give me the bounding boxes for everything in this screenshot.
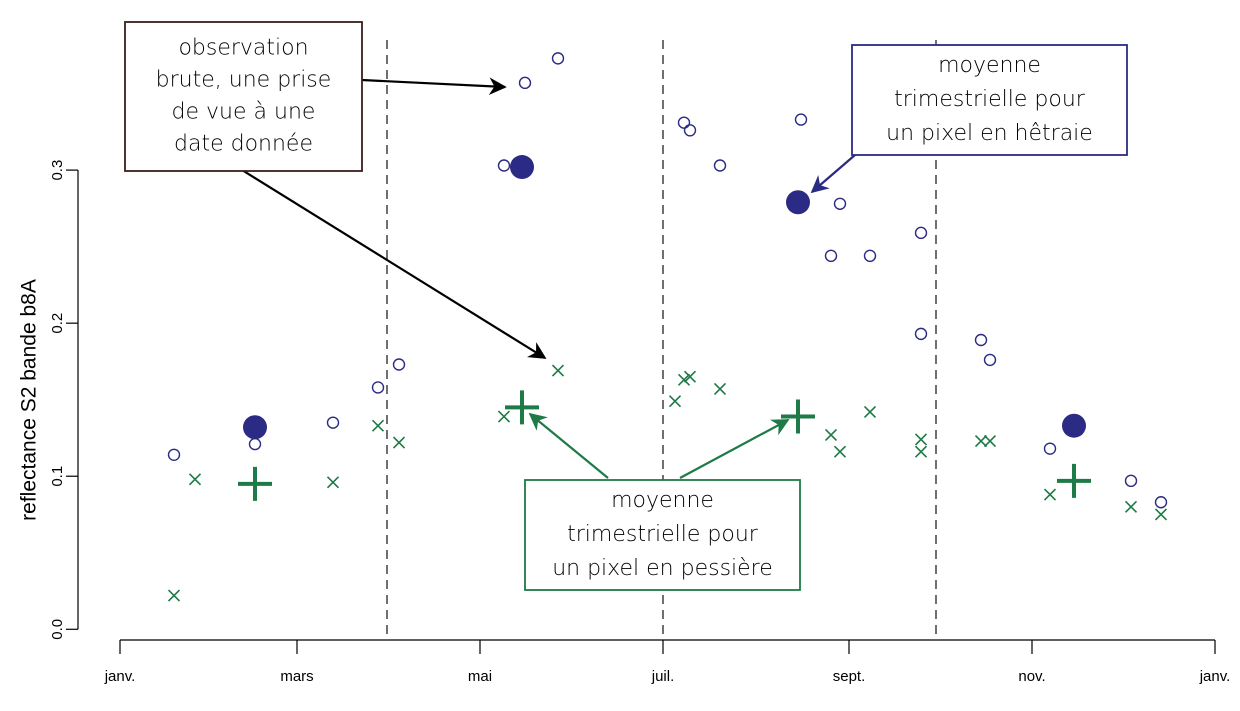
annotation-text: moyenne (938, 53, 1041, 78)
mean-point (1062, 413, 1086, 438)
point (863, 249, 877, 263)
y-axis-label: reflectance S2 bande b8A (18, 279, 41, 521)
mean-point (1057, 463, 1091, 498)
annotation-arrow (679, 419, 790, 479)
point (668, 395, 682, 408)
x-tick-label: sept. (833, 668, 866, 685)
point (713, 382, 727, 396)
point (518, 76, 532, 90)
point (551, 364, 565, 377)
point (188, 473, 202, 486)
annotation-arrow (528, 412, 609, 479)
annotation-text: date donnée (174, 132, 313, 157)
point (833, 197, 847, 210)
point (683, 124, 697, 137)
annotation-text: trimestrielle pour (894, 87, 1086, 112)
annotation-text: observation (178, 36, 308, 61)
point (167, 448, 181, 461)
annotation-arrow (361, 77, 507, 96)
annotation-arrow (241, 169, 547, 359)
annotation-text: un pixel en hêtraie (886, 121, 1093, 146)
y-tick-label: 0.0 (49, 619, 66, 640)
mean-point (781, 399, 815, 434)
point (833, 445, 847, 458)
x-tick-label: mai (468, 668, 492, 685)
annotation-box (524, 479, 801, 591)
point (983, 353, 997, 367)
series (167, 52, 1168, 509)
point (914, 226, 928, 240)
point (497, 410, 511, 423)
mean-point (238, 466, 272, 501)
mean-point (243, 415, 267, 440)
y-tick-label: 0.2 (49, 313, 66, 334)
point (677, 116, 691, 129)
x-tick-label: janv. (1199, 668, 1231, 685)
annotation-arrow (810, 154, 856, 194)
y-tick-label: 0.3 (49, 160, 66, 181)
x-tick-label: juil. (651, 668, 675, 685)
annotation-text: trimestrielle pour (567, 522, 759, 547)
annotation-text: de vue à une (172, 100, 316, 125)
point (677, 373, 691, 386)
point (983, 434, 997, 448)
annotation-text: moyenne (611, 488, 714, 513)
point (683, 370, 697, 383)
annotation-text: un pixel en pessière (552, 556, 773, 581)
mean-point (505, 390, 539, 425)
series (243, 155, 1086, 440)
point (497, 159, 511, 172)
x-tick-label: janv. (104, 668, 136, 685)
point (1154, 508, 1168, 521)
point (863, 405, 877, 419)
point (326, 416, 340, 429)
x-tick-label: nov. (1018, 668, 1045, 685)
point (392, 436, 406, 449)
point (914, 433, 928, 446)
mean-point (510, 155, 534, 180)
point (1124, 474, 1138, 488)
point (824, 428, 838, 441)
series (167, 364, 1168, 602)
point (794, 113, 808, 126)
point (371, 381, 385, 394)
annotation-box (124, 21, 363, 172)
point (551, 52, 565, 65)
point (713, 159, 727, 172)
point (974, 333, 988, 347)
point (1043, 442, 1057, 455)
x-tick-label: mars (280, 668, 313, 685)
series (238, 390, 1091, 501)
point (974, 434, 988, 448)
point (371, 419, 385, 432)
point (1124, 500, 1138, 513)
mean-point (786, 190, 810, 215)
point (824, 249, 838, 263)
y-tick-label: 0.1 (49, 466, 66, 487)
point (167, 589, 181, 602)
point (1043, 488, 1057, 501)
point (1154, 496, 1168, 509)
point (914, 445, 928, 458)
point (392, 358, 406, 371)
point (248, 437, 262, 451)
annotation-box (851, 44, 1128, 156)
point (914, 327, 928, 341)
annotation-text: brute, une prise (156, 68, 332, 93)
point (326, 476, 340, 489)
